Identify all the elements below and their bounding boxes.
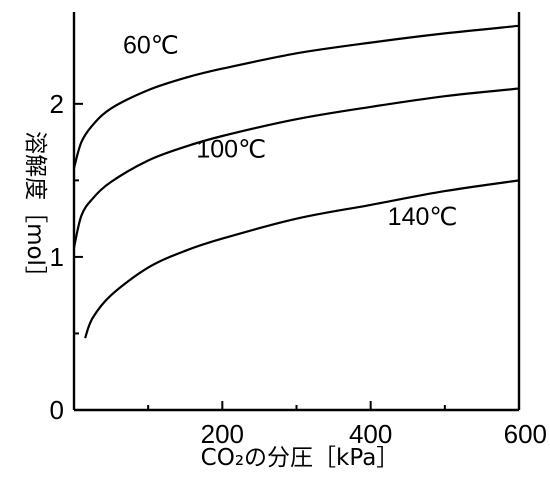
x-axis-title: CO₂の分圧［kPa］ xyxy=(201,445,400,471)
y-tick-label: 0 xyxy=(50,395,64,425)
x-tick-label: 600 xyxy=(504,419,547,449)
y-tick-label: 1 xyxy=(50,242,64,272)
tick-labels: 200 400 600 0 1 2 xyxy=(50,89,547,449)
x-tick-label: 200 xyxy=(201,419,244,449)
y-tick-label: 2 xyxy=(50,89,64,119)
ticks xyxy=(74,102,520,411)
series-label: 140℃ xyxy=(388,203,458,231)
series-line xyxy=(72,24,520,169)
series-label: 100℃ xyxy=(196,135,266,163)
y-axis-title: 溶解度［mol］ xyxy=(22,131,48,289)
curves xyxy=(72,24,520,339)
x-tick-label: 400 xyxy=(349,419,392,449)
series-line xyxy=(84,179,520,339)
series-label: 60℃ xyxy=(123,31,179,59)
series-line xyxy=(72,87,520,248)
curve-labels: 60℃ 100℃ 140℃ xyxy=(123,31,458,230)
